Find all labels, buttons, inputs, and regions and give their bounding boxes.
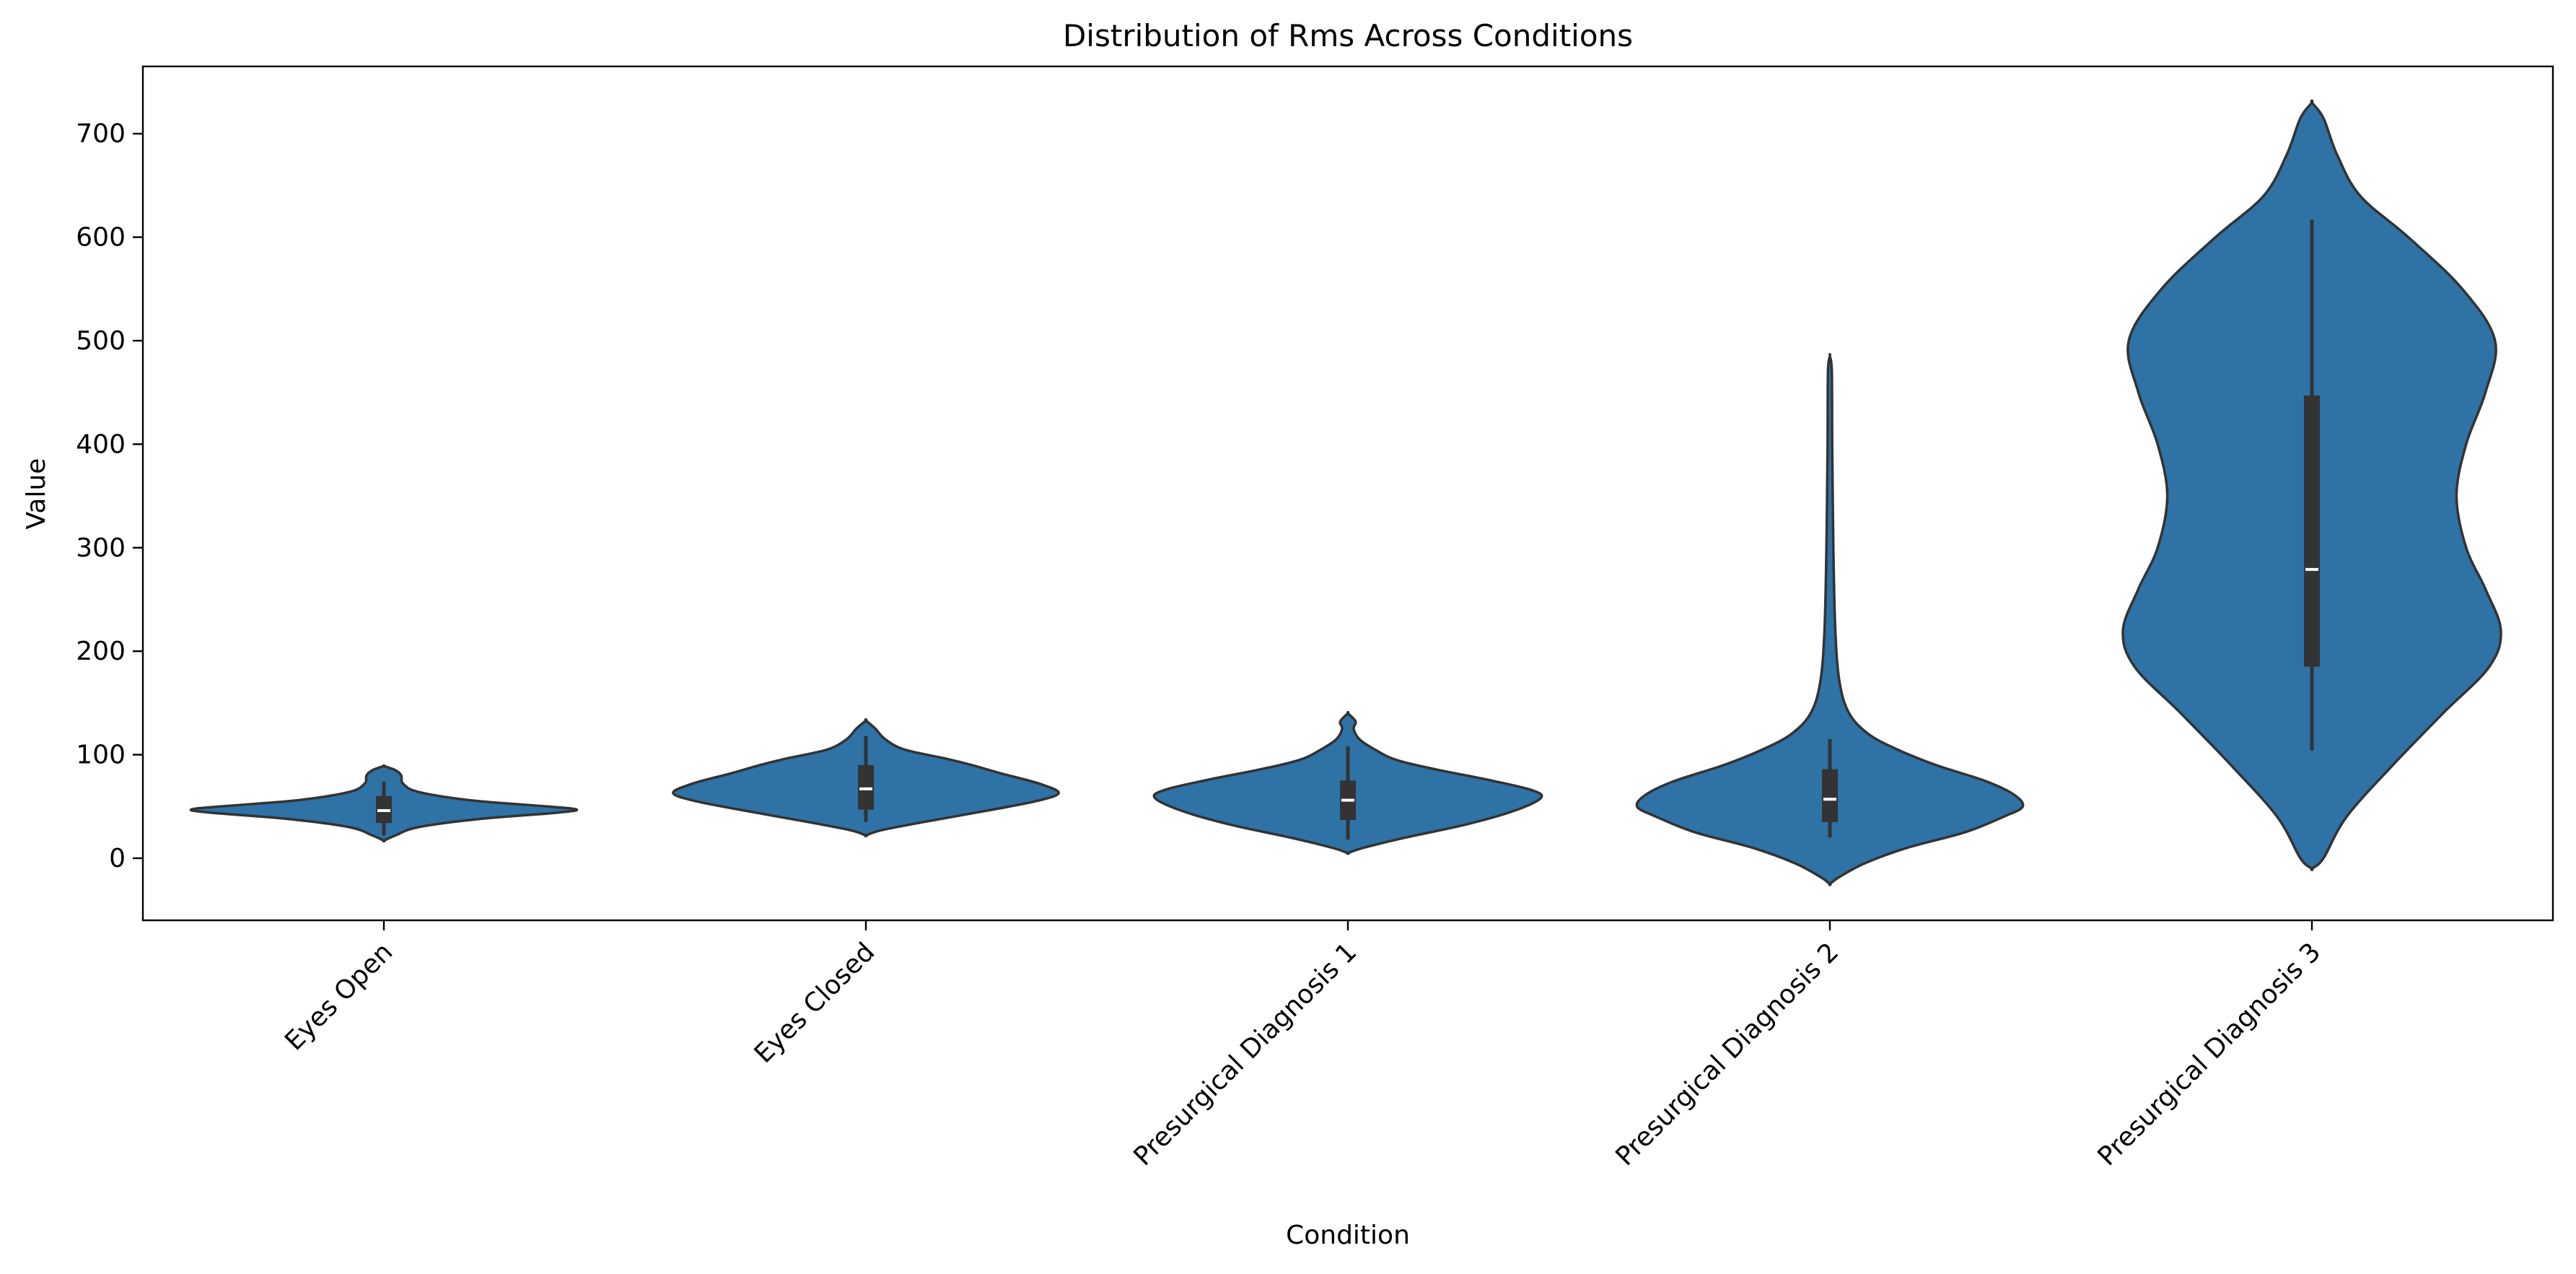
y-tick-label: 600 [76,223,126,253]
y-tick-label: 0 [109,844,126,873]
y-tick-label: 500 [76,326,126,356]
y-tick-label: 400 [76,429,126,459]
plot-frame [141,65,2554,922]
violins-layer [189,99,2502,886]
x-axis-label: Condition [1286,1221,1410,1250]
y-tick-label: 100 [76,741,126,770]
violin-iqr-box [1822,769,1838,822]
y-axis-label: Value [22,458,51,530]
y-tick-label: 200 [76,637,126,666]
chart-title: Distribution of Rms Across Conditions [1063,18,1633,53]
y-tick-label: 700 [76,119,126,149]
y-tick-label: 300 [76,533,126,563]
violin-iqr-box [858,764,874,810]
violin-body [1635,353,2025,886]
y-axis: 0 100 200 300 400 500 600 700 [76,119,143,873]
violin-iqr-box [2304,395,2320,667]
